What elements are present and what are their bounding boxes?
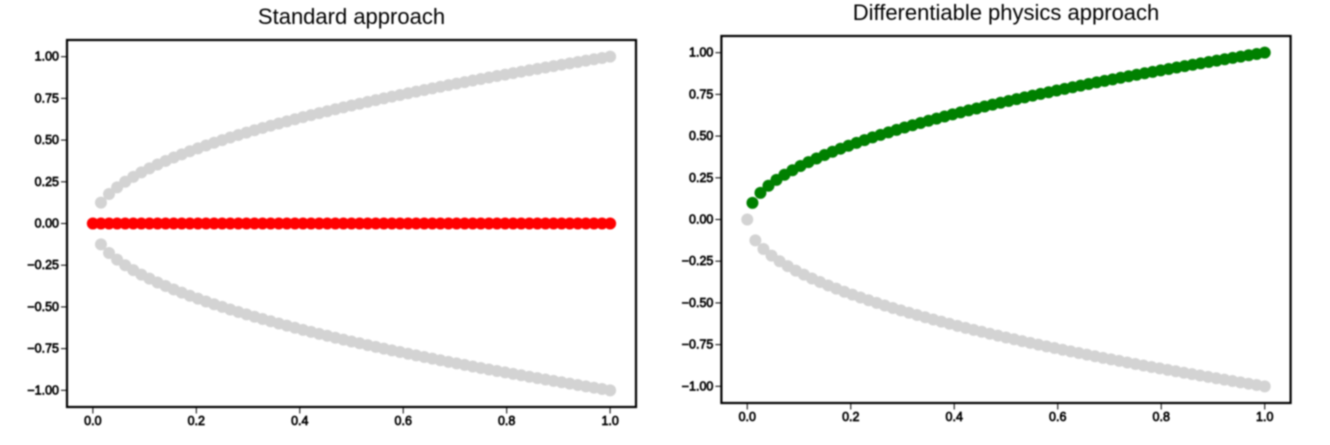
- svg-text:−0.25: −0.25: [682, 254, 714, 268]
- svg-text:1.00: 1.00: [689, 46, 713, 60]
- svg-text:−1.00: −1.00: [682, 379, 714, 393]
- svg-text:0.75: 0.75: [35, 91, 59, 105]
- svg-text:1.00: 1.00: [35, 50, 59, 64]
- svg-text:0.0: 0.0: [739, 410, 756, 424]
- svg-text:0.00: 0.00: [35, 217, 59, 231]
- svg-text:0.75: 0.75: [689, 87, 713, 101]
- svg-text:−0.50: −0.50: [27, 300, 59, 314]
- svg-text:0.0: 0.0: [84, 414, 101, 428]
- svg-text:0.6: 0.6: [395, 414, 412, 428]
- svg-text:0.50: 0.50: [689, 129, 713, 143]
- svg-text:0.50: 0.50: [35, 133, 59, 147]
- svg-text:0.8: 0.8: [1153, 410, 1170, 424]
- svg-text:−0.75: −0.75: [682, 338, 714, 352]
- svg-text:0.2: 0.2: [842, 410, 859, 424]
- svg-text:0.25: 0.25: [35, 175, 59, 189]
- svg-text:−0.75: −0.75: [27, 342, 59, 356]
- svg-text:0.4: 0.4: [946, 410, 963, 424]
- svg-text:Standard approach: Standard approach: [258, 4, 445, 29]
- svg-text:0.8: 0.8: [498, 414, 515, 428]
- svg-text:0.6: 0.6: [1049, 410, 1066, 424]
- svg-text:Differentiable physics approac: Differentiable physics approach: [853, 0, 1160, 25]
- svg-text:−1.00: −1.00: [27, 383, 59, 397]
- svg-text:−0.50: −0.50: [682, 296, 714, 310]
- svg-text:0.25: 0.25: [689, 171, 713, 185]
- svg-text:0.4: 0.4: [291, 414, 308, 428]
- svg-text:1.0: 1.0: [1256, 410, 1273, 424]
- svg-text:1.0: 1.0: [601, 414, 618, 428]
- svg-text:0.00: 0.00: [689, 213, 713, 227]
- svg-text:0.2: 0.2: [188, 414, 205, 428]
- svg-text:−0.25: −0.25: [27, 258, 59, 272]
